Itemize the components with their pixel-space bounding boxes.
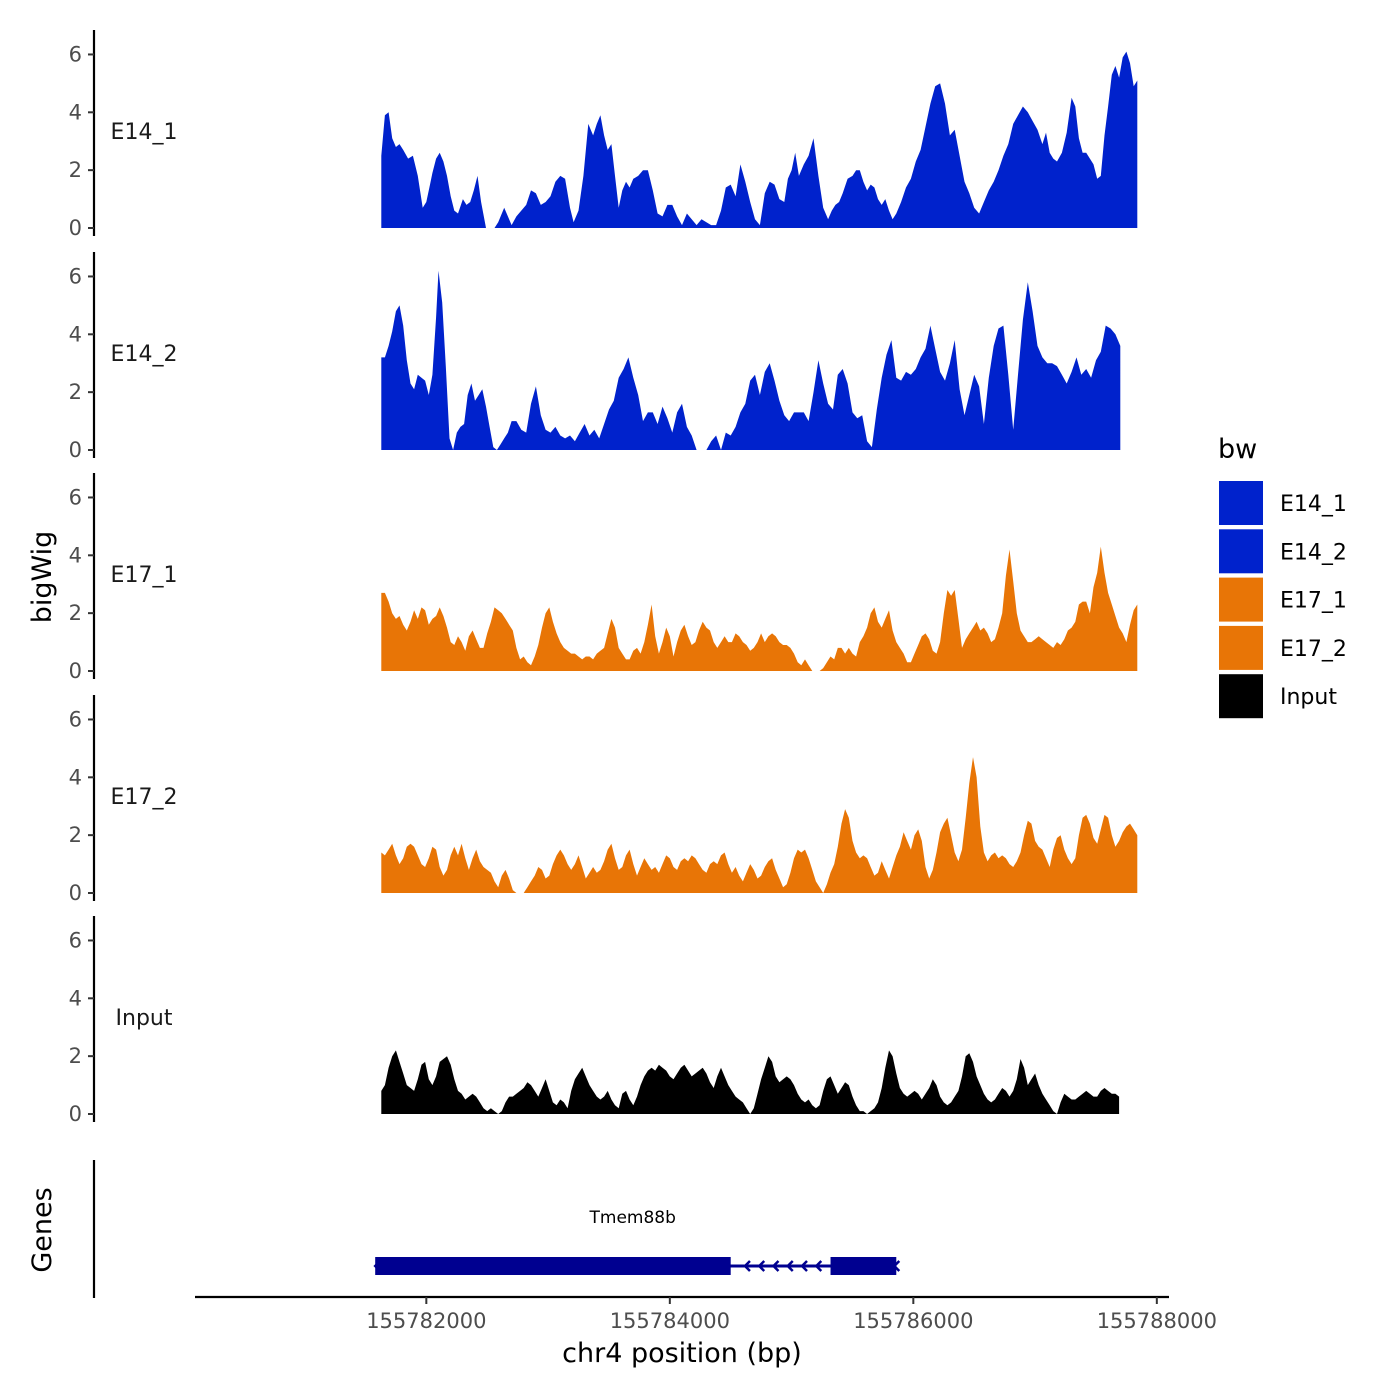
x-tick-label: 155784000 xyxy=(610,1309,730,1333)
strand-arrow-icon xyxy=(771,1260,780,1272)
y-tick-label: 4 xyxy=(69,322,82,346)
y-tick-label: 2 xyxy=(69,380,82,404)
legend-label: Input xyxy=(1280,685,1337,710)
y-tick-label: 6 xyxy=(69,707,82,731)
legend-item: E14_1 xyxy=(1217,479,1347,527)
y-tick-label: 6 xyxy=(69,485,82,509)
y-tick-label: 2 xyxy=(69,158,82,182)
legend-swatch xyxy=(1217,672,1265,721)
legend-label: E14_2 xyxy=(1280,540,1347,565)
coverage-area xyxy=(706,282,1121,450)
x-tick-label: 155788000 xyxy=(1097,1309,1217,1333)
strand-arrow-icon xyxy=(814,1260,823,1272)
track-label: E17_1 xyxy=(111,563,178,588)
legend-title: bw xyxy=(1218,434,1257,465)
legend-swatch xyxy=(1217,623,1265,672)
track-E17_2: 0 2 4 6 E17_2 xyxy=(69,695,1138,905)
legend-label: E17_1 xyxy=(1280,589,1347,614)
legend-swatch xyxy=(1217,527,1265,576)
coverage-tracks: 0 2 4 6 E14_1 0 2 4 6 E14_2 0 2 4 6 E17_1 0 2 4 6 E17_2 0 2 4 6… xyxy=(69,30,1138,1126)
legend-item: E17_2 xyxy=(1217,623,1347,672)
coverage-area xyxy=(819,546,1138,671)
legend: bw E14_1 E14_2 E17_1 E17_2 Input xyxy=(1217,434,1347,721)
legend-label: E17_2 xyxy=(1280,637,1347,662)
legend-item: E17_1 xyxy=(1217,575,1347,624)
strand-arrow-icon xyxy=(785,1260,794,1272)
gene-exon xyxy=(830,1257,897,1275)
track-label: Input xyxy=(116,1006,173,1031)
gene-label: Tmem88b xyxy=(589,1208,676,1228)
y-tick-label: 4 xyxy=(69,765,82,789)
y-tick-label: 2 xyxy=(69,601,82,625)
gene-panel: Tmem88b xyxy=(92,1160,901,1298)
y-tick-label: 0 xyxy=(69,216,82,240)
legend-swatch xyxy=(1217,479,1265,527)
y-tick-label: 2 xyxy=(69,823,82,847)
x-tick-label: 155782000 xyxy=(366,1309,486,1333)
track-label: E14_1 xyxy=(111,120,178,145)
y-tick-label: 4 xyxy=(69,986,82,1010)
gene-exon xyxy=(375,1257,731,1275)
track-E14_2: 0 2 4 6 E14_2 xyxy=(69,252,1121,462)
coverage-area xyxy=(381,112,486,228)
legend-item: Input xyxy=(1217,672,1337,721)
track-label: E14_2 xyxy=(111,342,178,367)
legend-label: E14_1 xyxy=(1280,492,1347,517)
y-tick-label: 4 xyxy=(69,100,82,124)
track-Input: 0 2 4 6 Input xyxy=(69,916,1120,1126)
y-tick-label: 6 xyxy=(69,264,82,288)
legend-swatch xyxy=(1217,575,1265,624)
x-axis: 155782000 155784000 155786000 155788000 xyxy=(195,1295,1217,1333)
coverage-area xyxy=(381,1050,1120,1114)
y-axis-title: bigWig xyxy=(27,531,58,624)
y-tick-label: 0 xyxy=(69,659,82,683)
track-label: E17_2 xyxy=(111,785,178,810)
y-tick-label: 0 xyxy=(69,1102,82,1126)
strand-arrow-icon xyxy=(800,1260,808,1272)
y-tick-label: 4 xyxy=(69,543,82,567)
strand-arrow-icon xyxy=(743,1260,751,1272)
gene-Tmem88b: Tmem88b xyxy=(373,1208,901,1275)
strand-arrow-icon xyxy=(757,1260,766,1272)
y-tick-label: 0 xyxy=(69,881,82,905)
x-axis-title: chr4 position (bp) xyxy=(562,1338,802,1369)
coverage-area xyxy=(523,757,1138,893)
track-E17_1: 0 2 4 6 E17_1 xyxy=(69,473,1138,683)
y-tick-label: 2 xyxy=(69,1044,82,1068)
legend-item: E14_2 xyxy=(1217,527,1347,576)
track-E14_1: 0 2 4 6 E14_1 xyxy=(69,30,1138,240)
coverage-area xyxy=(381,592,813,671)
genes-panel-title: Genes xyxy=(27,1187,58,1272)
y-tick-label: 6 xyxy=(69,42,82,66)
coverage-area xyxy=(381,270,697,450)
y-tick-label: 6 xyxy=(69,928,82,952)
coverage-area xyxy=(381,843,517,893)
coverage-area xyxy=(494,51,1138,228)
x-tick-label: 155786000 xyxy=(853,1309,973,1333)
y-tick-label: 0 xyxy=(69,438,82,462)
